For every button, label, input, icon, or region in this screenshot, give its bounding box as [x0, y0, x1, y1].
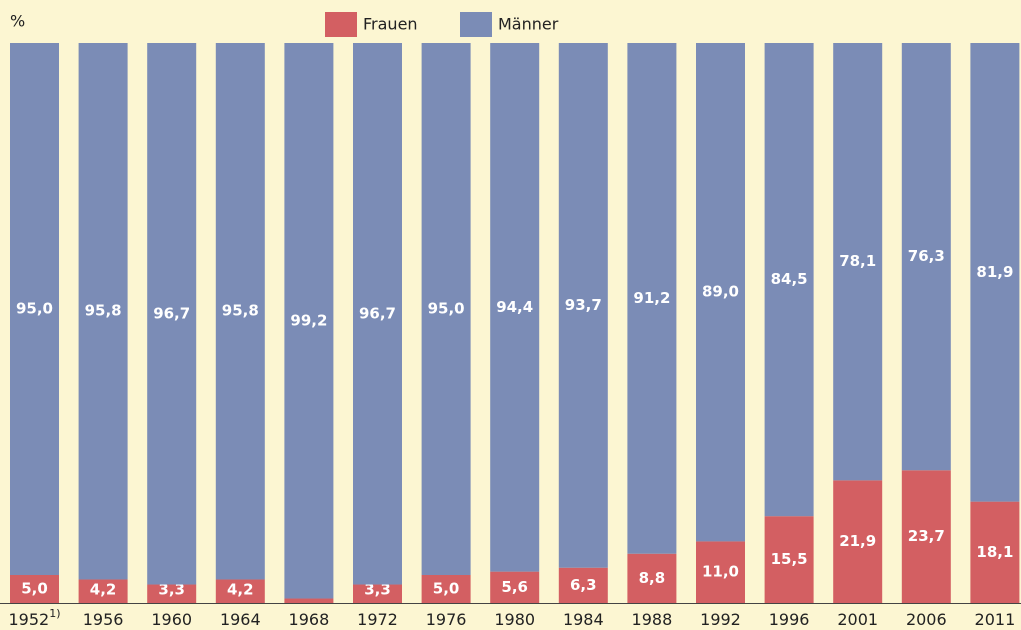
- bar-segment: [78, 43, 128, 580]
- value-label: 21,9: [839, 532, 876, 550]
- bar-segment: [901, 43, 951, 471]
- value-label: 78,1: [839, 252, 876, 270]
- category: 2001: [837, 610, 878, 629]
- bar-segment: [421, 575, 471, 603]
- category: 1992: [700, 610, 741, 629]
- category: 1988: [632, 610, 673, 629]
- x-tick-label: 19521): [8, 607, 60, 629]
- bar-segment: [215, 43, 265, 580]
- bar-segment: [833, 480, 883, 603]
- bar-segment: [901, 470, 951, 603]
- x-tick-label: 1968: [289, 610, 330, 629]
- value-label: 5,0: [433, 580, 460, 598]
- bar-segment: [558, 567, 608, 603]
- value-label: 96,7: [153, 304, 190, 322]
- value-label: 18,1: [976, 543, 1013, 561]
- category: 2011: [975, 610, 1016, 629]
- x-tick-label: 1964: [220, 610, 261, 629]
- value-label: 95,8: [85, 302, 122, 320]
- value-label: 95,0: [428, 300, 465, 318]
- category: 1968: [289, 610, 330, 629]
- x-tick-label: 1972: [357, 610, 398, 629]
- value-label: 23,7: [908, 527, 945, 545]
- x-tick-label: 2001: [837, 610, 878, 629]
- bar-segment: [970, 43, 1020, 502]
- x-tick-label: 2011: [975, 610, 1016, 629]
- bar-segment: [764, 516, 814, 603]
- value-label: 95,0: [16, 300, 53, 318]
- bar-segment: [353, 43, 402, 585]
- bar-segment: [10, 575, 59, 603]
- bar-segment: [421, 43, 471, 575]
- bar-segment: [490, 43, 540, 572]
- value-label: 6,3: [570, 576, 597, 594]
- value-label: 8,8: [639, 569, 666, 587]
- x-tick-label: 2006: [906, 610, 947, 629]
- value-label: 4,2: [90, 581, 117, 599]
- value-label: 89,0: [702, 283, 739, 301]
- value-label: 76,3: [908, 247, 945, 265]
- category: 1984: [563, 610, 604, 629]
- x-tick-label: 1992: [700, 610, 741, 629]
- x-tick-label: 1988: [632, 610, 673, 629]
- x-tick-label: 1996: [769, 610, 810, 629]
- value-label: 4,2: [227, 581, 254, 599]
- bar-segment: [10, 43, 59, 575]
- category: 1996: [769, 610, 810, 629]
- bar-segment: [558, 43, 608, 568]
- bar-segment: [764, 43, 814, 517]
- bar-segment: [215, 579, 265, 603]
- x-tick-label: 1976: [426, 610, 467, 629]
- value-label: 11,0: [702, 563, 739, 581]
- bar-segment: [490, 571, 540, 603]
- category: 1960: [151, 610, 192, 629]
- bar-segment: [627, 43, 677, 554]
- category: 1976: [426, 610, 467, 629]
- value-label: 94,4: [496, 298, 533, 316]
- bar-segment: [833, 43, 883, 481]
- value-label: 5,0: [21, 580, 48, 598]
- bar-segment: [78, 579, 128, 603]
- x-tick-label: 1984: [563, 610, 604, 629]
- bar-segment: [353, 584, 402, 603]
- value-label: 3,3: [158, 581, 185, 599]
- category: 1956: [83, 610, 124, 629]
- value-label: 81,9: [976, 263, 1013, 281]
- value-label: 99,2: [290, 311, 327, 329]
- x-tick-label: 1960: [151, 610, 192, 629]
- legend-label: Männer: [498, 15, 559, 34]
- bar-segment: [627, 553, 677, 603]
- category: 1964: [220, 610, 261, 629]
- value-label: 15,5: [771, 550, 808, 568]
- category: 1980: [494, 610, 535, 629]
- bar-segment: [284, 43, 334, 599]
- legend-label: Frauen: [363, 15, 418, 34]
- bar-segment: [147, 43, 197, 585]
- bar-segment: [147, 584, 197, 603]
- value-label: 84,5: [771, 270, 808, 288]
- category: 1972: [357, 610, 398, 629]
- x-tick-label: 1980: [494, 610, 535, 629]
- value-label: 93,7: [565, 296, 602, 314]
- value-label: 91,2: [633, 289, 670, 307]
- bar-segment: [970, 501, 1020, 603]
- value-label: 5,6: [501, 578, 528, 596]
- y-axis-label: %: [10, 12, 25, 31]
- value-label: 96,7: [359, 304, 396, 322]
- category: 1952: [8, 610, 49, 629]
- value-label: 95,8: [222, 302, 259, 320]
- bar-segment: [696, 43, 745, 542]
- x-tick-label: 1956: [83, 610, 124, 629]
- category: 2006: [906, 610, 947, 629]
- bar-segment: [696, 541, 745, 603]
- legend-swatch: [325, 12, 357, 37]
- footnote-marker: 1): [49, 607, 60, 620]
- legend-swatch: [460, 12, 492, 37]
- bar-segment: [284, 598, 334, 603]
- value-label: 3,3: [364, 581, 391, 599]
